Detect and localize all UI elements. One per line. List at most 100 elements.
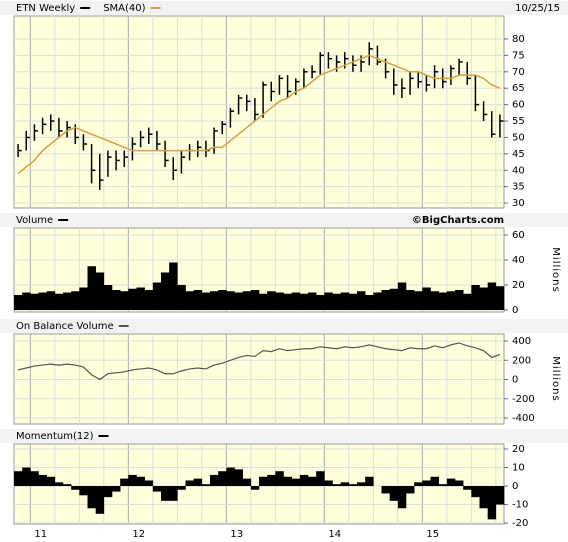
bar [120,478,129,487]
bar [71,291,80,310]
bar [22,467,31,487]
bar [471,486,480,498]
y-tick-label: 55 [512,116,525,127]
bar [283,476,292,487]
bar [259,476,268,487]
bar [210,474,219,487]
bar [348,484,358,487]
bar [46,476,56,487]
bar [201,484,211,487]
bar [430,476,439,487]
bar [308,292,317,310]
y-tick-label: -200 [512,394,535,405]
x-tick-label: 11 [34,529,47,540]
y-tick-label: 400 [512,336,531,347]
bar [201,292,211,310]
bar [242,291,252,310]
bar [234,469,243,487]
bar [169,262,178,310]
bar [340,292,350,310]
bar [226,467,235,487]
bar [381,486,390,494]
y-tick-label: 80 [512,34,525,45]
bar [22,292,31,310]
bar [389,486,399,501]
y-tick-label: 0 [512,305,518,316]
bar [87,266,96,310]
y-tick-label: 50 [512,132,525,143]
bar [332,484,341,487]
bar [267,474,276,487]
y-axis-label: Millions [550,356,561,401]
x-tick-label: 13 [230,529,243,540]
y-tick-label: -20 [512,518,528,529]
bar [430,291,439,310]
bar [103,486,113,498]
bar [397,282,407,310]
y-tick-label: 75 [512,50,525,61]
bar [267,291,276,310]
y-tick-label: 30 [512,198,525,209]
bar [283,293,292,310]
bar [128,474,137,487]
bar [316,471,325,487]
bar [193,290,203,310]
bar [79,486,88,496]
bar [38,292,47,310]
bar [299,474,309,487]
bar [381,290,390,310]
bar [46,291,56,310]
y-tick-label: 60 [512,230,525,241]
bar [185,480,194,487]
bar [63,484,72,487]
bar [438,292,448,310]
bar [54,293,64,310]
bar [357,291,366,310]
bar [471,285,480,310]
bar [308,476,317,487]
bar [14,471,23,487]
bar [463,486,472,490]
bar [438,484,448,487]
y-tick-label: 60 [512,100,525,111]
bar [226,291,235,310]
bar [234,292,243,310]
bar [250,486,260,490]
bar [120,291,129,310]
bar [324,480,333,487]
bar [340,482,350,487]
y-tick-label: 0 [512,481,518,492]
panel-title: On Balance Volume [16,321,114,332]
legend-entry: SMA(40) [103,3,145,14]
bar [169,486,178,501]
bar [259,293,268,310]
bar [414,291,423,310]
bar [348,293,358,310]
bar [14,295,23,310]
bar [365,295,374,310]
bar [316,295,325,310]
bar [112,486,121,492]
bar [185,291,194,310]
source-label: ©BigCharts.com [412,215,504,226]
bar [414,482,423,487]
panel-header [0,319,568,333]
x-tick-label: 15 [426,529,439,540]
bar [152,486,162,492]
y-tick-label: 65 [512,83,525,94]
bar [87,486,96,509]
bar [479,486,488,509]
bar [291,292,301,310]
y-tick-label: 20 [512,444,525,455]
bar [161,272,170,310]
bar [95,272,105,310]
legend-entry: ETN Weekly [16,3,75,14]
bar [455,290,464,310]
bar [446,478,456,487]
bar [136,287,145,310]
bar [357,482,366,487]
panel-header [0,213,568,227]
bar [71,486,80,490]
panel-header [0,429,568,443]
